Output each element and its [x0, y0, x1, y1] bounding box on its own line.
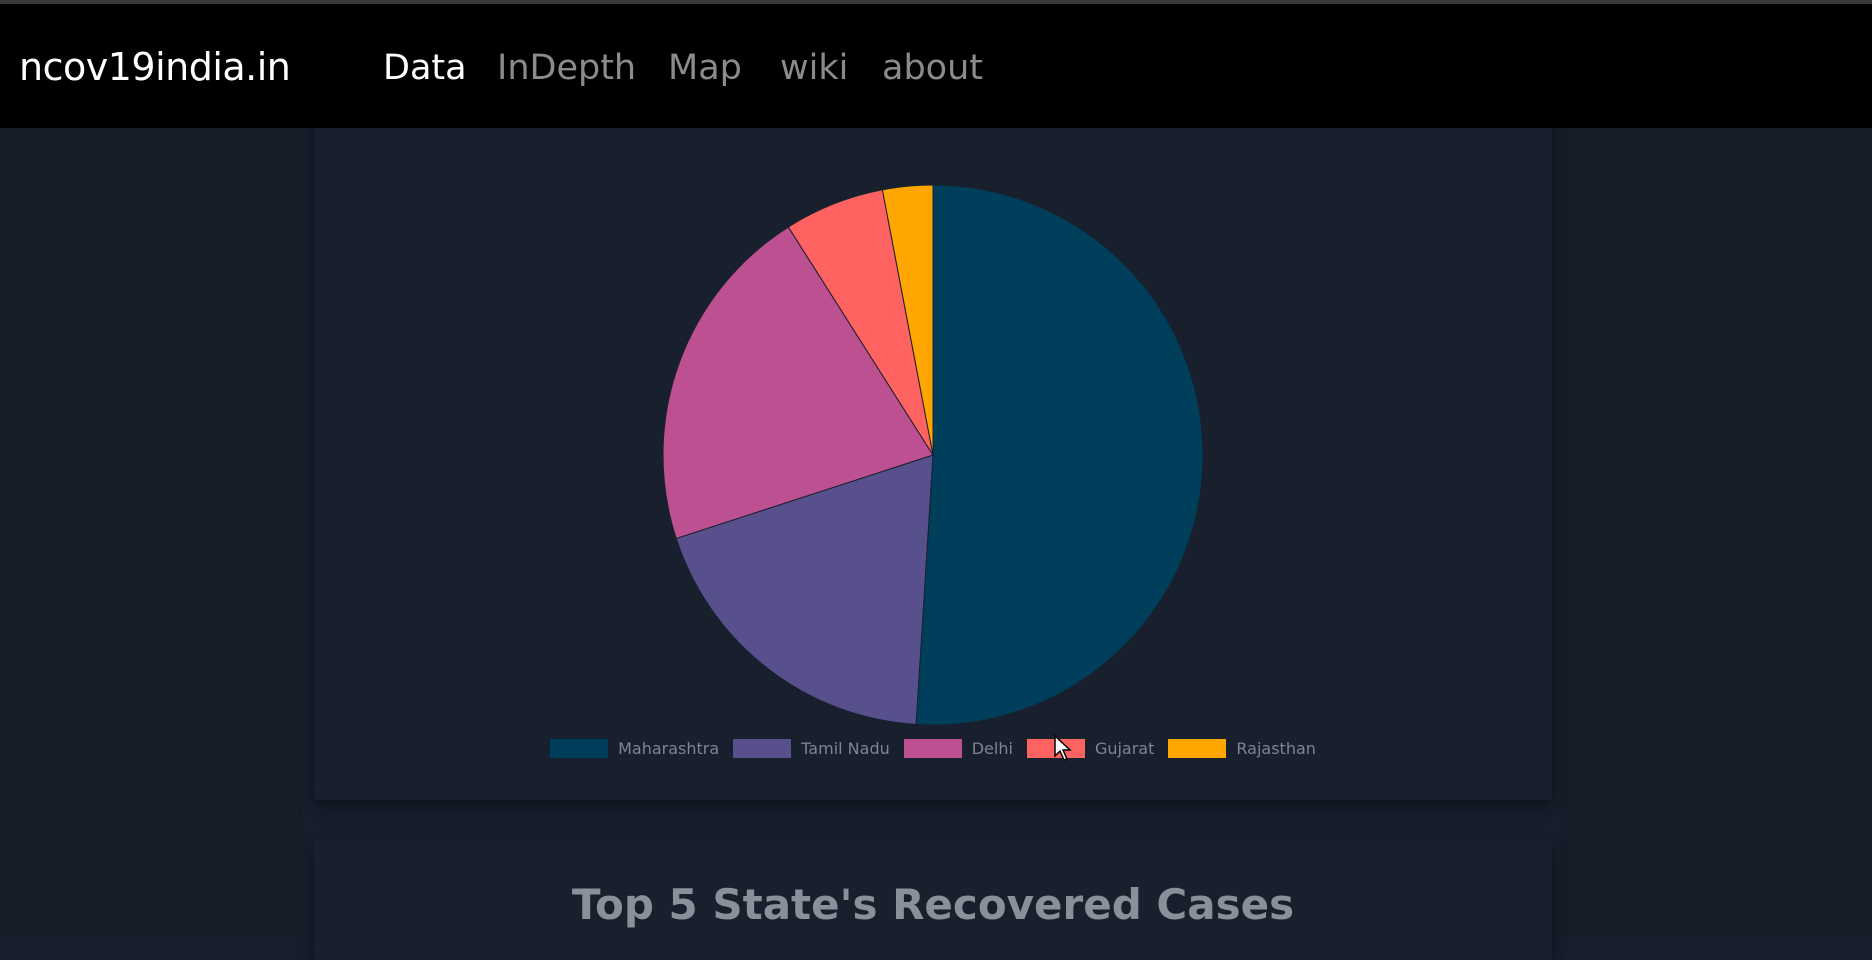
chart-legend: Maharashtra Tamil Nadu Delhi Gujarat Rajasth… [314, 739, 1552, 762]
recovered-cases-title: Top 5 State's Recovered Cases [571, 880, 1295, 929]
legend-swatch [903, 739, 962, 758]
mouse-cursor-icon [1054, 735, 1072, 761]
legend-label: Tamil Nadu [801, 739, 890, 758]
pie-slice-rajasthan[interactable] [881, 184, 934, 456]
pie-chart [662, 184, 1204, 726]
legend-swatch [733, 739, 792, 758]
left-background-panel [0, 128, 302, 936]
pie-slice-maharashtra[interactable] [915, 184, 1204, 726]
legend-item-delhi[interactable]: Delhi [903, 739, 1013, 758]
nav-link-wiki[interactable]: wiki [780, 48, 849, 88]
legend-item-gujarat[interactable]: Gujarat [1026, 739, 1155, 758]
legend-item-rajasthan[interactable]: Rajasthan [1168, 739, 1316, 758]
legend-swatch [550, 739, 609, 758]
navbar: ncov19india.in Data InDepth Map wiki abo… [0, 4, 1872, 128]
pie-slice-delhi[interactable] [662, 226, 934, 540]
pie-slice-tamil-nadu[interactable] [675, 454, 934, 725]
legend-label: Delhi [971, 739, 1013, 758]
legend-item-tamil-nadu[interactable]: Tamil Nadu [733, 739, 890, 758]
legend-label: Gujarat [1094, 739, 1155, 758]
right-background-panel [1560, 128, 1872, 936]
nav-link-indepth[interactable]: InDepth [497, 48, 637, 88]
nav-link-about[interactable]: about [882, 48, 983, 88]
brand-link[interactable]: ncov19india.in [19, 45, 291, 89]
nav-link-data[interactable]: Data [383, 48, 467, 88]
legend-label: Rajasthan [1236, 739, 1316, 758]
recovered-cases-card: Top 5 State's Recovered Cases [314, 840, 1552, 960]
window-top-border [0, 0, 1872, 4]
legend-item-maharashtra[interactable]: Maharashtra [550, 739, 719, 758]
legend-swatch [1168, 739, 1227, 758]
legend-label: Maharashtra [618, 739, 720, 758]
chart-card: Maharashtra Tamil Nadu Delhi Gujarat Rajasth… [314, 100, 1552, 800]
nav-link-map[interactable]: Map [668, 48, 742, 88]
